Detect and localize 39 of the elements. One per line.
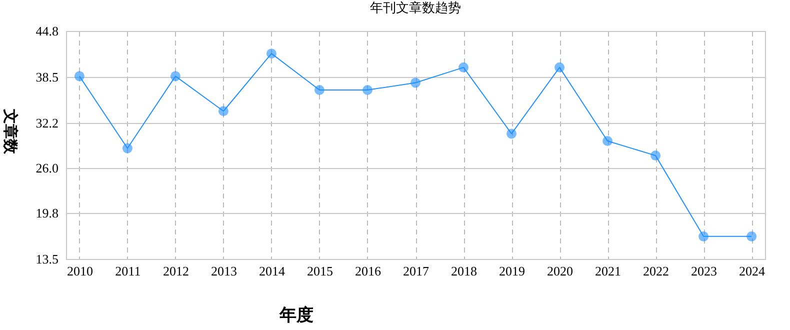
point [314,85,324,95]
point [602,136,613,146]
x-tick-label: 2018 [451,264,478,278]
x-tick-label: 2022 [643,264,670,278]
x-tick-label: 2024 [739,264,766,278]
point [698,231,709,242]
x-tick-label: 2011 [115,264,141,278]
x-tick-label: 2016 [354,264,382,278]
point [362,85,372,95]
x-tick-label: 2014 [258,264,286,278]
point [650,150,661,161]
point [746,231,757,242]
y-axis-title: 文章数 [2,108,20,155]
point [266,48,276,59]
point [74,71,84,82]
chart-title: 年刊文章数趋势 [370,0,461,15]
y-tick-label: 44.8 [36,24,58,38]
x-tick-label: 2017 [403,264,430,278]
point [410,78,420,88]
x-tick-label: 2019 [499,264,526,278]
x-tick-label: 2023 [691,264,718,278]
point [170,71,180,82]
point [218,106,228,116]
point [458,62,469,72]
x-tick-label: 2012 [162,264,189,278]
point [122,143,132,154]
x-tick-label: 2021 [595,264,622,278]
point [554,62,565,72]
y-tick-label: 13.5 [36,252,58,266]
point [506,128,517,139]
x-tick-label: 2013 [210,264,237,278]
x-tick-label: 2015 [306,264,333,278]
x-tick-label: 2010 [66,264,93,278]
y-tick-label: 26.0 [36,160,58,176]
x-axis-title: 年度 [278,306,314,324]
x-tick-label: 2020 [547,264,574,278]
y-tick-label: 38.5 [36,69,58,84]
y-tick-label: 19.8 [36,206,58,221]
y-tick-label: 32.2 [36,115,58,130]
